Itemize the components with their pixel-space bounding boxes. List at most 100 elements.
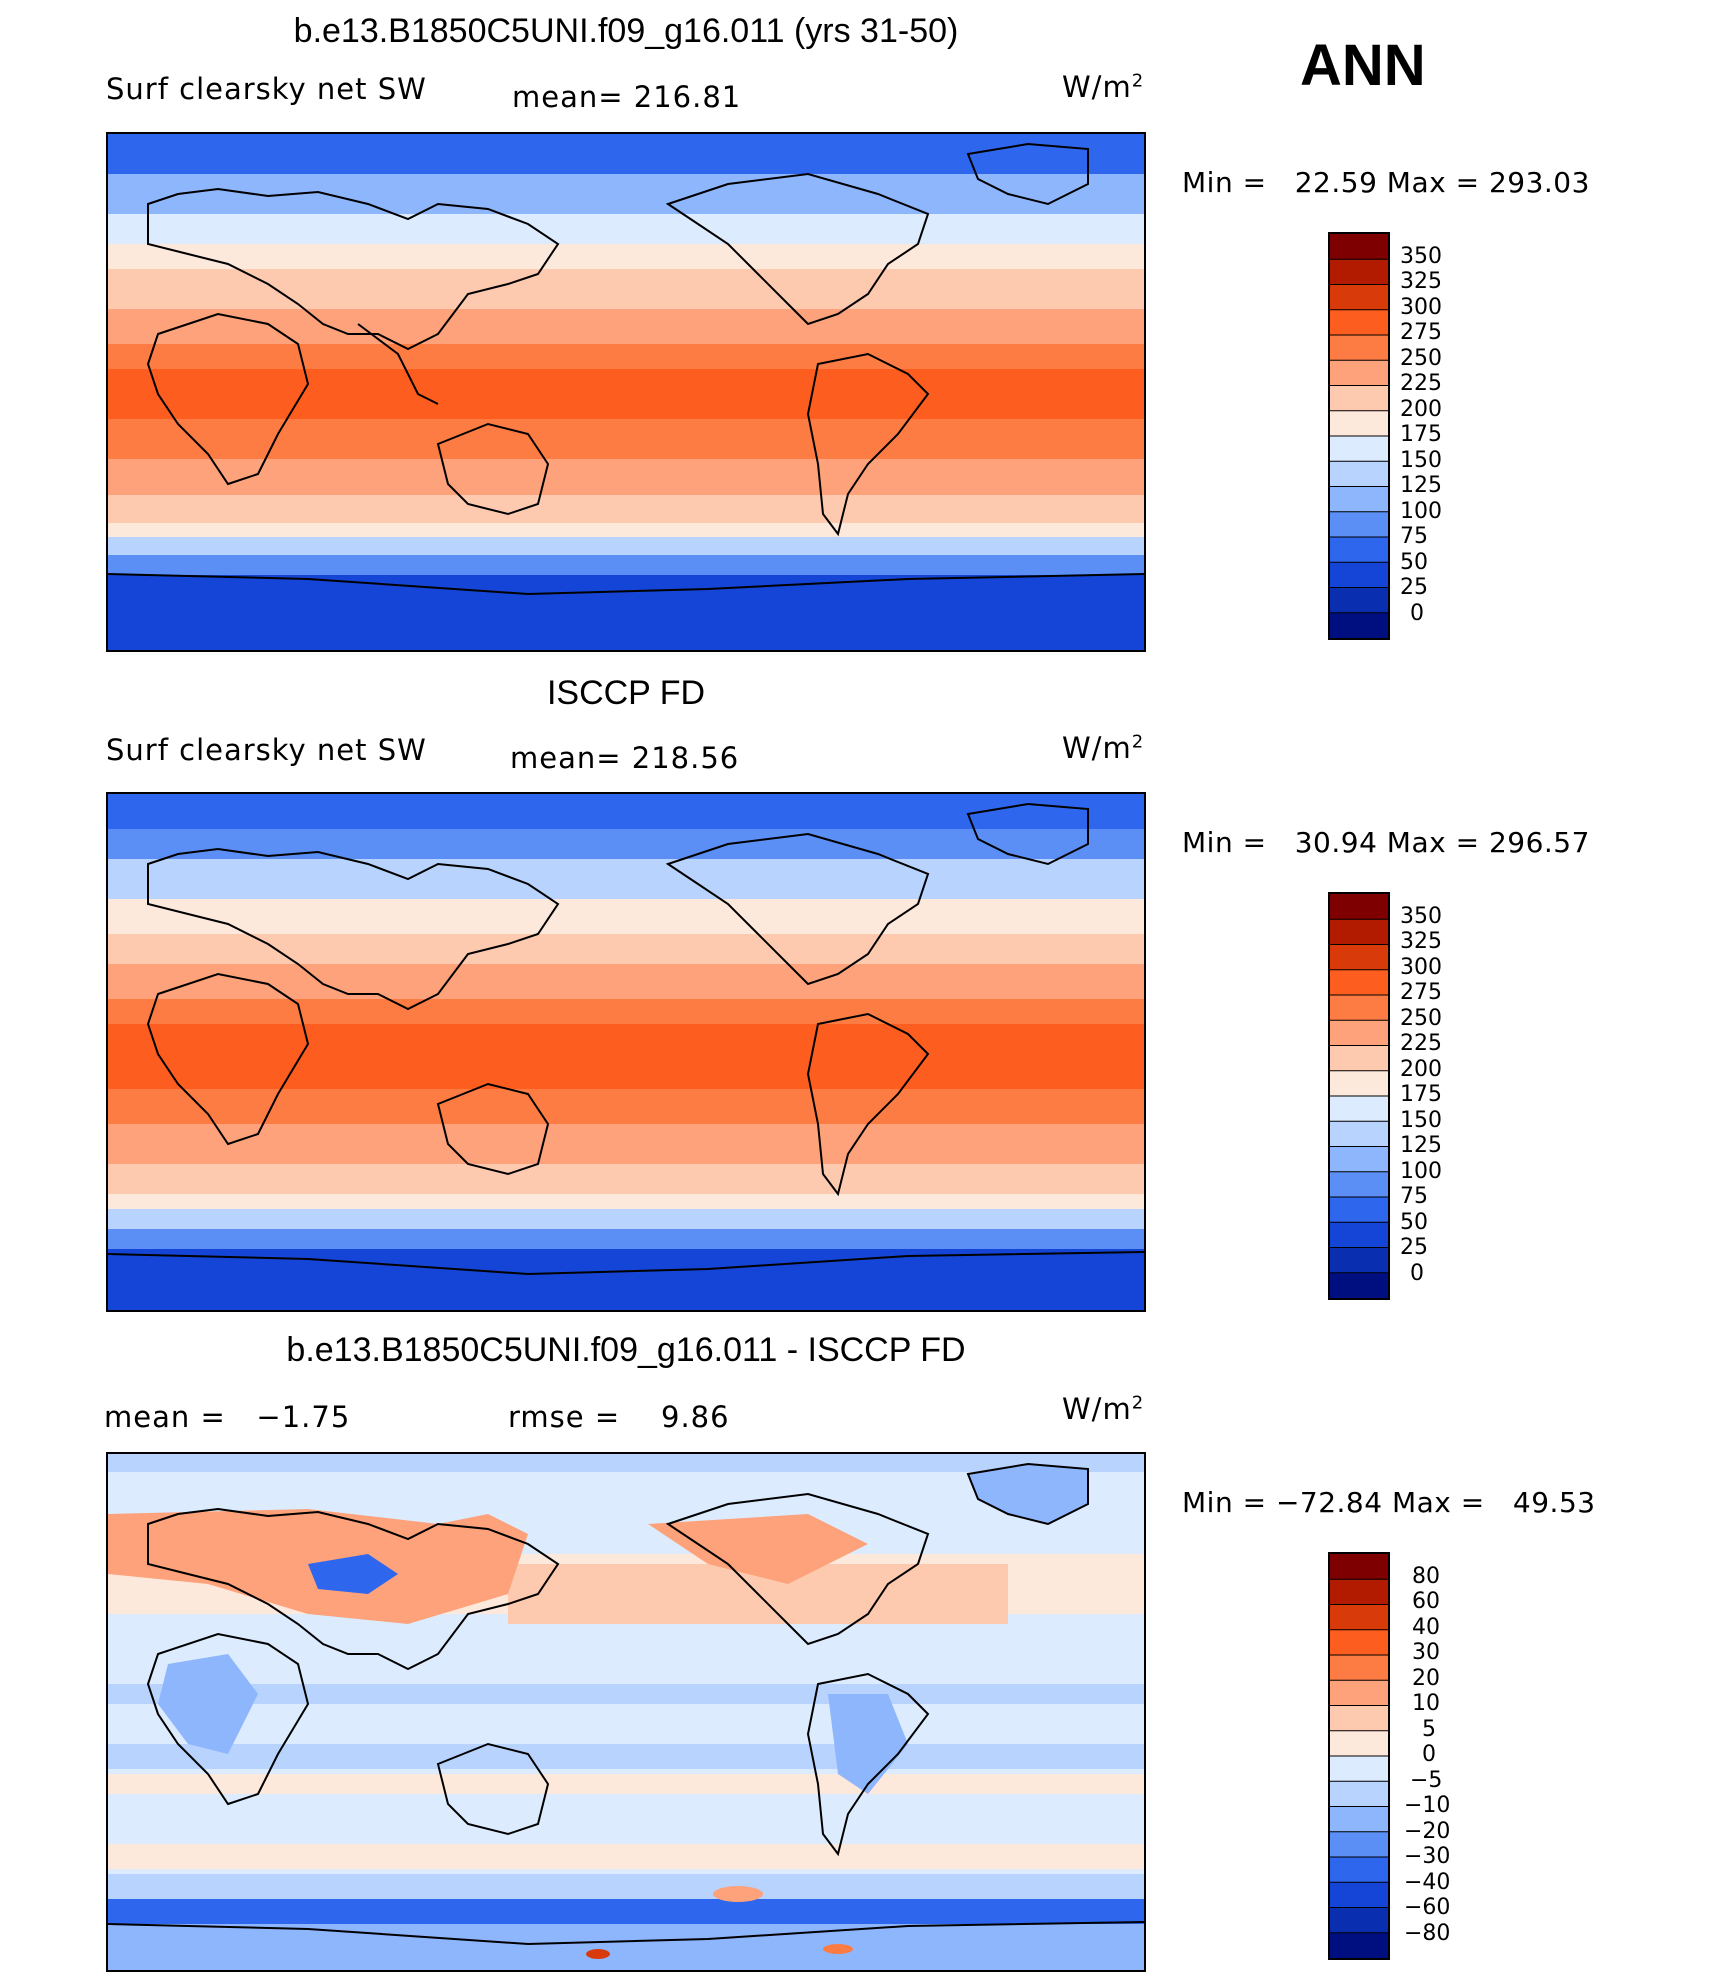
panel1-mean-label: mean= 216.81 (512, 80, 742, 114)
colorbar-swatch (1330, 1579, 1388, 1605)
units-text: W/m (1062, 1392, 1132, 1426)
colorbar-tick-label: −80 (1404, 1921, 1451, 1946)
colorbar-swatch (1330, 944, 1388, 971)
colorbar-swatch (1330, 410, 1388, 437)
colorbar-swatch (1330, 1121, 1388, 1147)
colorbar-tick-label: 5 (1422, 1717, 1436, 1742)
panel3-mean-label: mean = −1.75 (104, 1400, 351, 1434)
colorbar-tick-label: 150 (1400, 448, 1442, 473)
colorbar-tick-label: 0 (1410, 601, 1424, 626)
colorbar-swatch (1330, 309, 1388, 336)
panel2-mean-label: mean= 218.56 (510, 741, 740, 775)
colorbar-tick-label: 0 (1410, 1261, 1424, 1286)
colorbar-tick-label: 100 (1400, 499, 1442, 524)
colorbar-tick-label: 175 (1400, 422, 1442, 447)
colorbar-swatch (1330, 486, 1388, 513)
panel3-minmax: Min = −72.84 Max = 49.53 (1182, 1486, 1596, 1519)
panel1-units: W/m2 (1062, 70, 1144, 104)
colorbar-swatch (1330, 234, 1388, 260)
colorbar-tick-label: 275 (1400, 980, 1442, 1005)
colorbar-tick-label: 25 (1400, 575, 1428, 600)
colorbar-swatch (1330, 511, 1388, 538)
panel1-title: b.e13.B1850C5UNI.f09_g16.011 (yrs 31-50) (293, 12, 959, 50)
colorbar-swatch (1330, 436, 1388, 462)
colorbar-tick-label: 10 (1412, 1691, 1440, 1716)
colorbar-swatch (1330, 1806, 1388, 1833)
colorbar-swatch (1330, 1197, 1388, 1223)
colorbar-tick-label: 150 (1400, 1108, 1442, 1133)
panel3-rmse-label: rmse = 9.86 (508, 1400, 730, 1434)
colorbar-tick-label: −40 (1404, 1870, 1451, 1895)
colorbar-swatch (1330, 1756, 1388, 1782)
colorbar-swatch (1330, 1045, 1388, 1072)
colorbar-swatch (1330, 1604, 1388, 1631)
colorbar-swatch (1330, 1882, 1388, 1908)
colorbar-tick-label: 350 (1400, 904, 1442, 929)
colorbar-tick-label: 250 (1400, 1006, 1442, 1031)
colorbar-swatch (1330, 1146, 1388, 1173)
panel1-map (106, 132, 1146, 652)
colorbar-tick-label: 25 (1400, 1235, 1428, 1260)
panel2-minmax: Min = 30.94 Max = 296.57 (1182, 826, 1590, 859)
colorbar-swatch (1330, 1629, 1388, 1656)
colorbar-tick-label: −10 (1404, 1793, 1451, 1818)
colorbar-swatch (1330, 1554, 1388, 1580)
colorbar-swatch (1330, 562, 1388, 588)
colorbar-swatch (1330, 1831, 1388, 1858)
colorbar-tick-label: 300 (1400, 955, 1442, 980)
colorbar-swatch (1330, 1680, 1388, 1706)
panel1-variable-label: Surf clearsky net SW (106, 72, 427, 106)
colorbar-tick-label: −60 (1404, 1895, 1451, 1920)
panel2-units: W/m2 (1062, 731, 1144, 765)
colorbar-tick-label: 125 (1400, 473, 1442, 498)
colorbar-swatch (1330, 1222, 1388, 1248)
colorbar-swatch (1330, 1781, 1388, 1807)
panel2-colorbar (1328, 892, 1390, 1300)
colorbar-swatch (1330, 385, 1388, 412)
colorbar-tick-label: 60 (1412, 1589, 1440, 1614)
colorbar-tick-label: 125 (1400, 1133, 1442, 1158)
colorbar-tick-label: 350 (1400, 244, 1442, 269)
colorbar-tick-label: 325 (1400, 929, 1442, 954)
colorbar-tick-label: 30 (1412, 1640, 1440, 1665)
colorbar-tick-label: −30 (1404, 1844, 1451, 1869)
colorbar-swatch (1330, 995, 1388, 1021)
panel2-variable-label: Surf clearsky net SW (106, 733, 427, 767)
colorbar-swatch (1330, 284, 1388, 311)
colorbar-tick-label: 40 (1412, 1615, 1440, 1640)
colorbar-tick-label: 0 (1422, 1742, 1436, 1767)
colorbar-swatch (1330, 587, 1388, 614)
panel1-minmax: Min = 22.59 Max = 293.03 (1182, 166, 1590, 199)
colorbar-tick-label: 225 (1400, 371, 1442, 396)
colorbar-swatch (1330, 1655, 1388, 1681)
colorbar-swatch (1330, 1857, 1388, 1883)
colorbar-tick-label: 20 (1412, 1666, 1440, 1691)
panel3-colorbar (1328, 1552, 1390, 1960)
colorbar-tick-label: −5 (1410, 1768, 1443, 1793)
colorbar-swatch (1330, 1096, 1388, 1122)
units-superscript: 2 (1131, 731, 1145, 753)
colorbar-swatch (1330, 1932, 1388, 1958)
colorbar-tick-label: 100 (1400, 1159, 1442, 1184)
colorbar-swatch (1330, 1705, 1388, 1732)
units-superscript: 2 (1131, 1392, 1145, 1414)
colorbar-swatch (1330, 1730, 1388, 1757)
colorbar-swatch (1330, 1171, 1388, 1198)
colorbar-tick-label: 275 (1400, 320, 1442, 345)
colorbar-tick-label: 75 (1400, 524, 1428, 549)
colorbar-swatch (1330, 259, 1388, 285)
colorbar-swatch (1330, 1272, 1388, 1298)
colorbar-tick-label: 225 (1400, 1031, 1442, 1056)
panel1-colorbar (1328, 232, 1390, 640)
colorbar-swatch (1330, 537, 1388, 563)
colorbar-tick-label: 75 (1400, 1184, 1428, 1209)
colorbar-swatch (1330, 335, 1388, 361)
colorbar-swatch (1330, 919, 1388, 945)
colorbar-tick-label: 50 (1400, 550, 1428, 575)
colorbar-swatch (1330, 612, 1388, 638)
colorbar-swatch (1330, 461, 1388, 487)
panel3-units: W/m2 (1062, 1392, 1144, 1426)
colorbar-tick-label: 200 (1400, 397, 1442, 422)
colorbar-tick-label: 325 (1400, 269, 1442, 294)
colorbar-tick-label: 175 (1400, 1082, 1442, 1107)
